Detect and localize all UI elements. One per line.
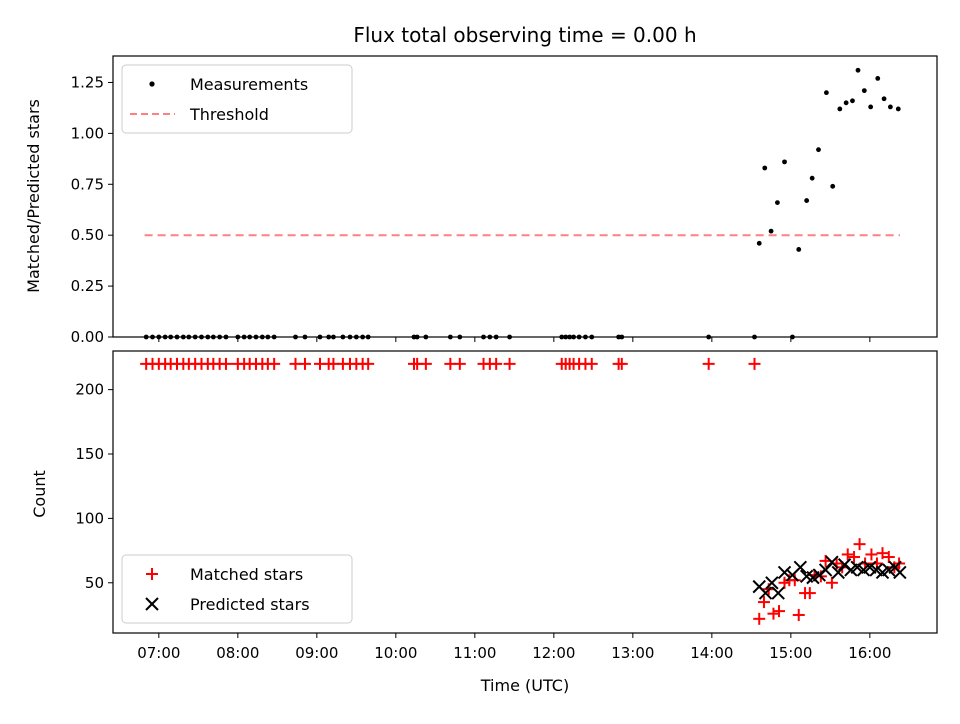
top-y-tick-label: 1.00 — [71, 124, 104, 142]
measurement-point — [875, 75, 881, 81]
x-tick-label: 08:00 — [216, 644, 259, 662]
matched-star-point — [268, 357, 281, 370]
legend-measurements-label: Measurements — [190, 75, 308, 94]
bottom-y-axis: 50 100 150 200 — [75, 381, 113, 592]
predicted-stars-points — [752, 555, 907, 600]
measurement-point — [861, 88, 867, 94]
matched-star-point — [767, 607, 780, 620]
x-tick-label: 09:00 — [295, 644, 338, 662]
measurement-point — [768, 228, 774, 234]
bottom-y-tick-label: 200 — [75, 381, 104, 399]
x-tick-label: 14:00 — [690, 644, 733, 662]
top-y-tick-label: 0.25 — [71, 277, 104, 295]
matched-star-point — [748, 357, 761, 370]
predicted-star-point — [765, 576, 779, 590]
predicted-star-point — [825, 555, 839, 569]
matched-star-point — [841, 548, 854, 561]
measurement-point — [830, 183, 836, 189]
x-axis-label: Time (UTC) — [480, 676, 569, 695]
x-tick-label: 12:00 — [532, 644, 575, 662]
top-y-tick-label: 0.75 — [71, 175, 104, 193]
top-legend: Measurements Threshold — [121, 64, 353, 134]
measurement-point — [775, 200, 780, 206]
x-tick-label: 15:00 — [769, 644, 812, 662]
matched-star-point — [882, 551, 895, 564]
measurement-point — [837, 106, 843, 112]
bottom-y-tick-label: 50 — [85, 574, 104, 592]
matched-star-point — [792, 608, 805, 621]
matched-star-point — [853, 538, 866, 551]
measurement-point — [881, 96, 887, 102]
top-y-tick-label: 0.50 — [71, 226, 104, 244]
measurement-point — [868, 104, 874, 110]
legend-matched-label: Matched stars — [190, 565, 303, 584]
bottom-plot-frame — [112, 350, 938, 634]
matched-star-point — [490, 357, 503, 370]
measurement-point — [804, 198, 810, 203]
x-tick-label: 11:00 — [453, 644, 496, 662]
top-x-ticks — [158, 337, 871, 342]
legend-predicted-marker — [145, 597, 159, 611]
bottom-legend: Matched stars Predicted stars — [121, 554, 353, 624]
matched-star-point — [848, 551, 861, 564]
matched-star-point — [503, 357, 516, 370]
matched-star-point — [876, 547, 889, 560]
measurement-point — [855, 67, 861, 73]
matched-star-point — [615, 357, 628, 370]
legend-predicted-label: Predicted stars — [190, 595, 310, 614]
matched-star-point — [753, 612, 766, 625]
x-tick-label: 07:00 — [137, 644, 180, 662]
bottom-y-tick-label: 100 — [75, 509, 104, 527]
measurement-point — [887, 104, 893, 110]
measurement-point — [782, 159, 787, 165]
matched-star-point — [865, 548, 878, 561]
ratio-panel: Flux total observing time = 0.00 h Match… — [24, 23, 938, 346]
bottom-y-axis-label: Count — [30, 470, 49, 518]
matched-star-point — [219, 357, 232, 370]
legend-measurement-marker — [149, 81, 155, 87]
matched-star-point — [702, 357, 715, 370]
matched-star-point — [419, 357, 432, 370]
predicted-star-point — [758, 586, 773, 600]
measurement-point — [762, 165, 768, 171]
top-y-tick-label: 0.00 — [71, 328, 104, 346]
matched-stars-points — [140, 357, 906, 625]
matched-star-point — [825, 576, 838, 589]
bottom-legend-box — [121, 554, 353, 624]
matched-star-point — [803, 587, 816, 600]
matched-star-point — [772, 605, 785, 618]
matched-star-point — [362, 357, 375, 370]
predicted-star-point — [771, 586, 785, 600]
bottom-x-axis: 07:00 08:00 09:00 10:00 11:00 12:00 13:00 14:00… — [137, 633, 891, 662]
measurement-point — [756, 240, 762, 246]
measurement-point — [816, 147, 821, 153]
top-legend-box — [121, 64, 353, 134]
predicted-star-point — [893, 565, 907, 580]
matched-star-point — [453, 357, 466, 370]
legend-matched-marker — [146, 568, 158, 580]
predicted-star-point — [793, 560, 808, 575]
measurement-point — [850, 98, 855, 104]
matched-star-point — [585, 357, 598, 370]
legend-threshold-label: Threshold — [189, 105, 269, 124]
chart-title: Flux total observing time = 0.00 h — [353, 23, 696, 47]
matched-star-point — [298, 357, 311, 370]
top-plot-frame — [112, 55, 938, 338]
top-y-axis: 0.00 0.25 0.50 0.75 1.00 1.25 — [71, 73, 113, 346]
x-tick-label: 10:00 — [374, 644, 417, 662]
x-tick-label: 13:00 — [611, 644, 654, 662]
top-y-axis-label: Matched/Predicted stars — [24, 99, 43, 293]
measurement-point — [823, 90, 829, 96]
matched-star-point — [757, 596, 770, 609]
measurement-point — [843, 100, 849, 106]
predicted-star-point — [777, 565, 792, 580]
bottom-y-tick-label: 150 — [75, 445, 104, 463]
measurement-point — [895, 106, 901, 112]
measurement-point — [809, 175, 815, 181]
measurement-point — [796, 247, 802, 252]
x-tick-label: 16:00 — [848, 644, 891, 662]
top-y-tick-label: 1.25 — [71, 73, 104, 91]
